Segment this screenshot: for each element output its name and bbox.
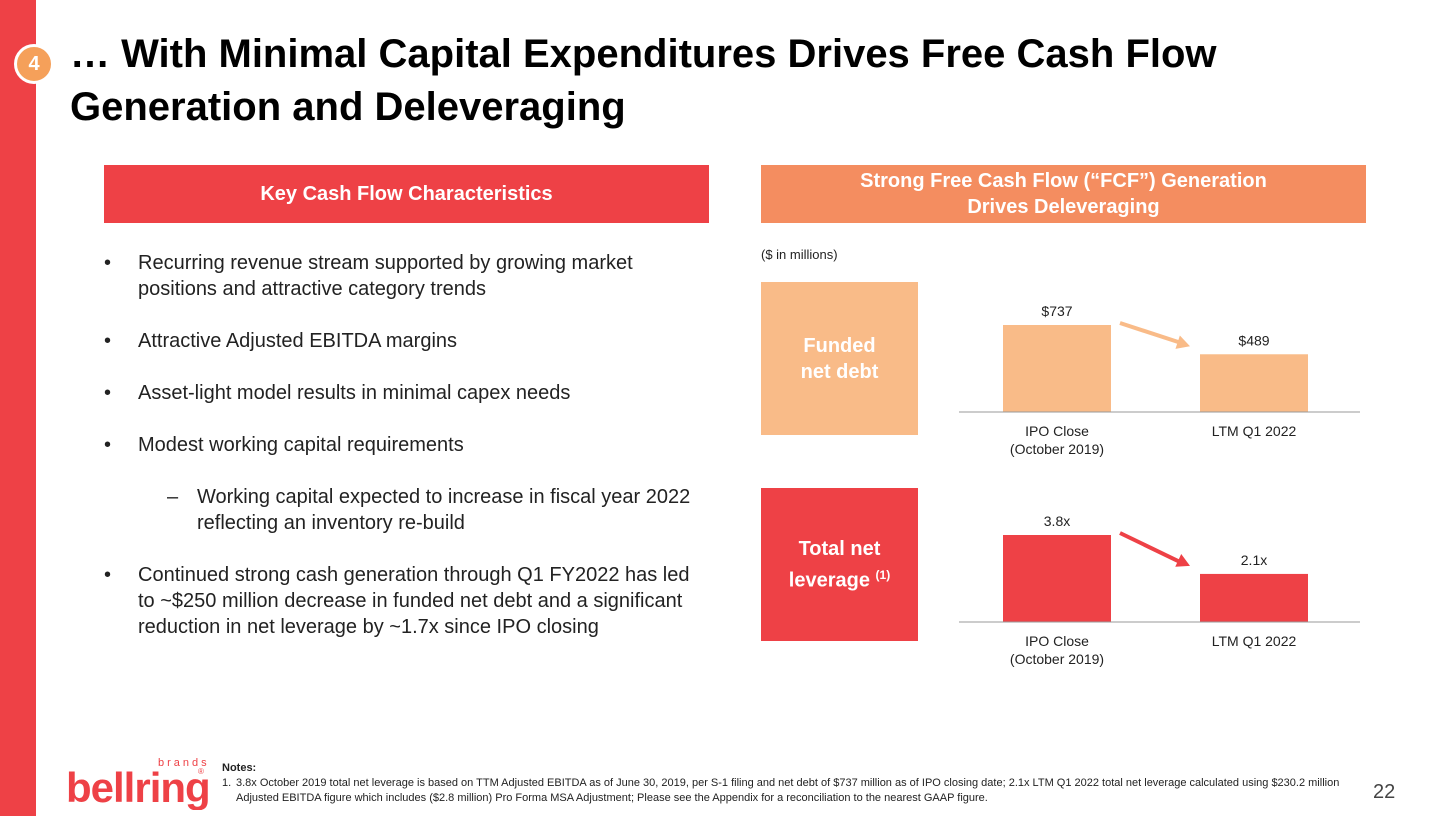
- bullet-item: • Continued strong cash generation throu…: [104, 562, 704, 640]
- units-label: ($ in millions): [761, 247, 838, 262]
- data-label: 2.1x: [1241, 552, 1267, 568]
- leverage-label-line1: Total net: [798, 537, 881, 560]
- sub-bullet-text: Working capital expected to increase in …: [197, 486, 691, 534]
- fcf-header: Strong Free Cash Flow (“FCF”) Generation…: [761, 165, 1366, 223]
- bullet-item: • Attractive Adjusted EBITDA margins: [104, 328, 704, 354]
- category-label: IPO Close (October 2019): [1010, 633, 1104, 667]
- sub-bullet-marker: –: [167, 486, 179, 508]
- funded-label-line1: Funded: [803, 334, 876, 357]
- fcf-header-line2: Drives Deleveraging: [967, 196, 1160, 218]
- bullet-item: • Asset-light model results in minimal c…: [104, 380, 704, 406]
- data-label: $737: [1041, 303, 1072, 319]
- sub-bullet-item: – Working capital expected to increase i…: [104, 484, 704, 536]
- logo-wordmark: bellring: [66, 764, 210, 810]
- bullet-text: Recurring revenue stream supported by gr…: [138, 252, 633, 300]
- bar: [1200, 573, 1308, 622]
- trend-arrow: [1119, 321, 1190, 349]
- footnote-text: 3.8x October 2019 total net leverage is …: [236, 777, 1340, 804]
- section-number-badge: 4: [14, 44, 54, 84]
- bullet-text: Continued strong cash generation through…: [138, 564, 690, 638]
- bar: [1003, 325, 1111, 412]
- leverage-label-line2: leverage: [788, 569, 870, 592]
- bullet-text: Attractive Adjusted EBITDA margins: [138, 330, 458, 352]
- key-cash-flow-header: Key Cash Flow Characteristics: [104, 165, 709, 223]
- bullet-marker: •: [104, 434, 112, 456]
- data-label: 3.8x: [1044, 513, 1070, 529]
- side-accent-bar: [0, 0, 36, 816]
- data-label: $489: [1238, 332, 1269, 348]
- bar: [1003, 535, 1111, 622]
- slide-title: … With Minimal Capital Expenditures Driv…: [70, 32, 1217, 129]
- total-net-leverage-label: Total net leverage (1): [761, 488, 918, 641]
- net-leverage-chart: 3.8x IPO Close (October 2019) 2.1x LTM Q1 20…: [959, 513, 1360, 667]
- leverage-label-line2-wrap: leverage (1): [789, 562, 890, 594]
- funded-net-debt-chart: $737 IPO Close (October 2019) $489 LTM Q1 20…: [959, 303, 1360, 457]
- bar: [1200, 354, 1308, 412]
- fcf-header-line1: Strong Free Cash Flow (“FCF”) Generation: [860, 170, 1267, 192]
- category-label: IPO Close (October 2019): [1010, 423, 1104, 457]
- bullet-item: • Modest working capital requirements: [104, 432, 704, 458]
- bullet-text: Asset-light model results in minimal cap…: [138, 382, 571, 404]
- bullet-marker: •: [104, 252, 112, 274]
- bullet-marker: •: [104, 564, 112, 586]
- funded-net-debt-label: Funded net debt: [761, 282, 918, 435]
- footnote-number: 1.: [222, 777, 232, 789]
- logo-brands-text: brands: [158, 757, 210, 769]
- notes-heading: Notes:: [222, 762, 257, 774]
- category-label: LTM Q1 2022: [1212, 423, 1297, 439]
- cash-flow-bullet-list: • Recurring revenue stream supported by …: [104, 250, 704, 666]
- footnotes: Notes: 1. 3.8x October 2019 total net le…: [222, 761, 1352, 806]
- category-label: LTM Q1 2022: [1212, 633, 1297, 649]
- bullet-marker: •: [104, 382, 112, 404]
- funded-label-line2: net debt: [800, 360, 879, 383]
- bullet-marker: •: [104, 330, 112, 352]
- trend-arrow: [1119, 531, 1190, 567]
- bellring-brands-logo: brands bellring ®: [66, 757, 211, 810]
- bullet-item: • Recurring revenue stream supported by …: [104, 250, 704, 302]
- footnote-item: 1. 3.8x October 2019 total net leverage …: [222, 776, 1352, 806]
- bullet-text: Modest working capital requirements: [138, 434, 464, 456]
- leverage-footnote-marker: (1): [875, 567, 891, 582]
- page-number: 22: [1373, 781, 1396, 803]
- logo-registered-mark: ®: [198, 767, 204, 776]
